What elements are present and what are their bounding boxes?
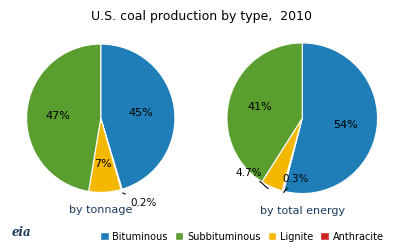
- Text: 0.2%: 0.2%: [123, 193, 157, 207]
- Wedge shape: [284, 44, 378, 194]
- Text: 7%: 7%: [94, 158, 112, 168]
- Text: by tonnage: by tonnage: [69, 204, 133, 214]
- Legend: Bituminous, Subbituminous, Lignite, Anthracite: Bituminous, Subbituminous, Lignite, Anth…: [96, 228, 388, 245]
- Text: by total energy: by total energy: [260, 205, 345, 215]
- Text: 41%: 41%: [248, 102, 273, 112]
- Wedge shape: [101, 45, 175, 190]
- Text: 45%: 45%: [129, 108, 154, 118]
- Wedge shape: [27, 45, 101, 192]
- Text: 4.7%: 4.7%: [236, 167, 268, 189]
- Text: 47%: 47%: [46, 110, 71, 120]
- Text: U.S. coal production by type,  2010: U.S. coal production by type, 2010: [91, 10, 312, 23]
- Wedge shape: [227, 44, 302, 182]
- Text: 0.3%: 0.3%: [282, 173, 309, 193]
- Text: eia: eia: [12, 225, 32, 238]
- Wedge shape: [89, 119, 121, 192]
- Wedge shape: [282, 119, 302, 192]
- Text: 54%: 54%: [333, 119, 358, 129]
- Wedge shape: [262, 119, 302, 191]
- Wedge shape: [101, 119, 122, 190]
